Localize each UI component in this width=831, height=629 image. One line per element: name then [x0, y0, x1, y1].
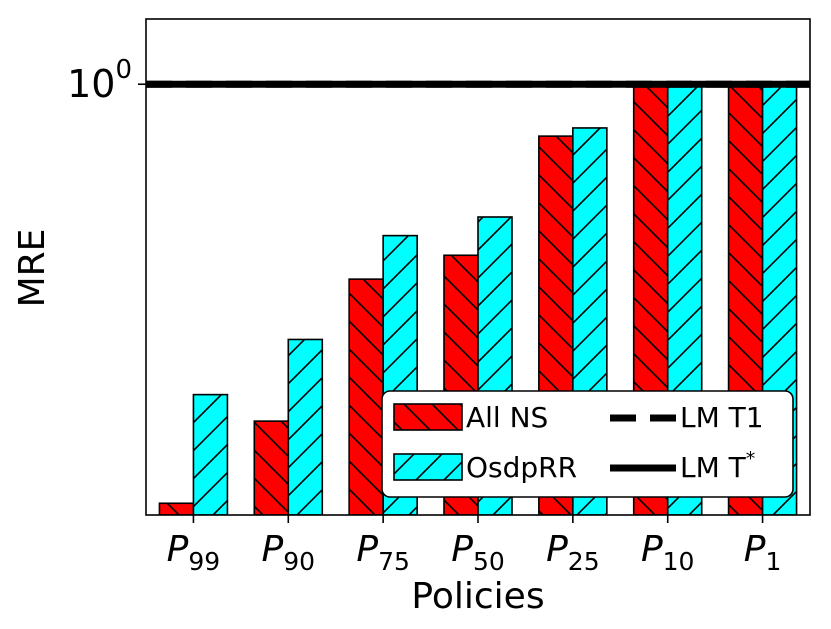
x-tick-label-p99: P99: [167, 529, 221, 576]
x-axis-label: Policies: [411, 576, 544, 617]
x-tick-label-p75: P75: [356, 529, 410, 576]
legend-box: [381, 390, 794, 498]
bar-hatch-all-ns-p90: [254, 421, 289, 515]
legend: All NS LM T1 OsdpRR LM T*: [381, 390, 794, 498]
legend-swatch-all-ns-hatch: [394, 404, 462, 430]
y-axis-label: MRE: [12, 229, 53, 308]
x-axis: P99 P90 P75 P50 P25 P10 P1: [167, 515, 782, 576]
legend-label-all-ns: All NS: [466, 401, 548, 434]
y-axis: 100: [67, 55, 146, 106]
bar-hatch-all-ns-p75: [349, 279, 384, 515]
x-tick-label-p25: P25: [546, 529, 600, 576]
x-tick-label-p90: P90: [262, 529, 316, 576]
y-tick-label: 100: [67, 55, 132, 106]
bar-hatch-osdprr-p99: [193, 394, 228, 515]
x-tick-label-p1: P1: [744, 529, 782, 576]
legend-label-osdprr: OsdpRR: [466, 451, 577, 484]
bar-hatch-all-ns-p99: [159, 503, 194, 515]
legend-swatch-osdprr-hatch: [394, 454, 462, 480]
x-tick-label-p10: P10: [641, 529, 695, 576]
legend-label-lm-t1: LM T1: [680, 401, 764, 434]
x-tick-label-p50: P50: [451, 529, 505, 576]
legend-label-lm-t-star: LM T*: [680, 448, 755, 484]
bar-hatch-osdprr-p90: [288, 339, 323, 515]
